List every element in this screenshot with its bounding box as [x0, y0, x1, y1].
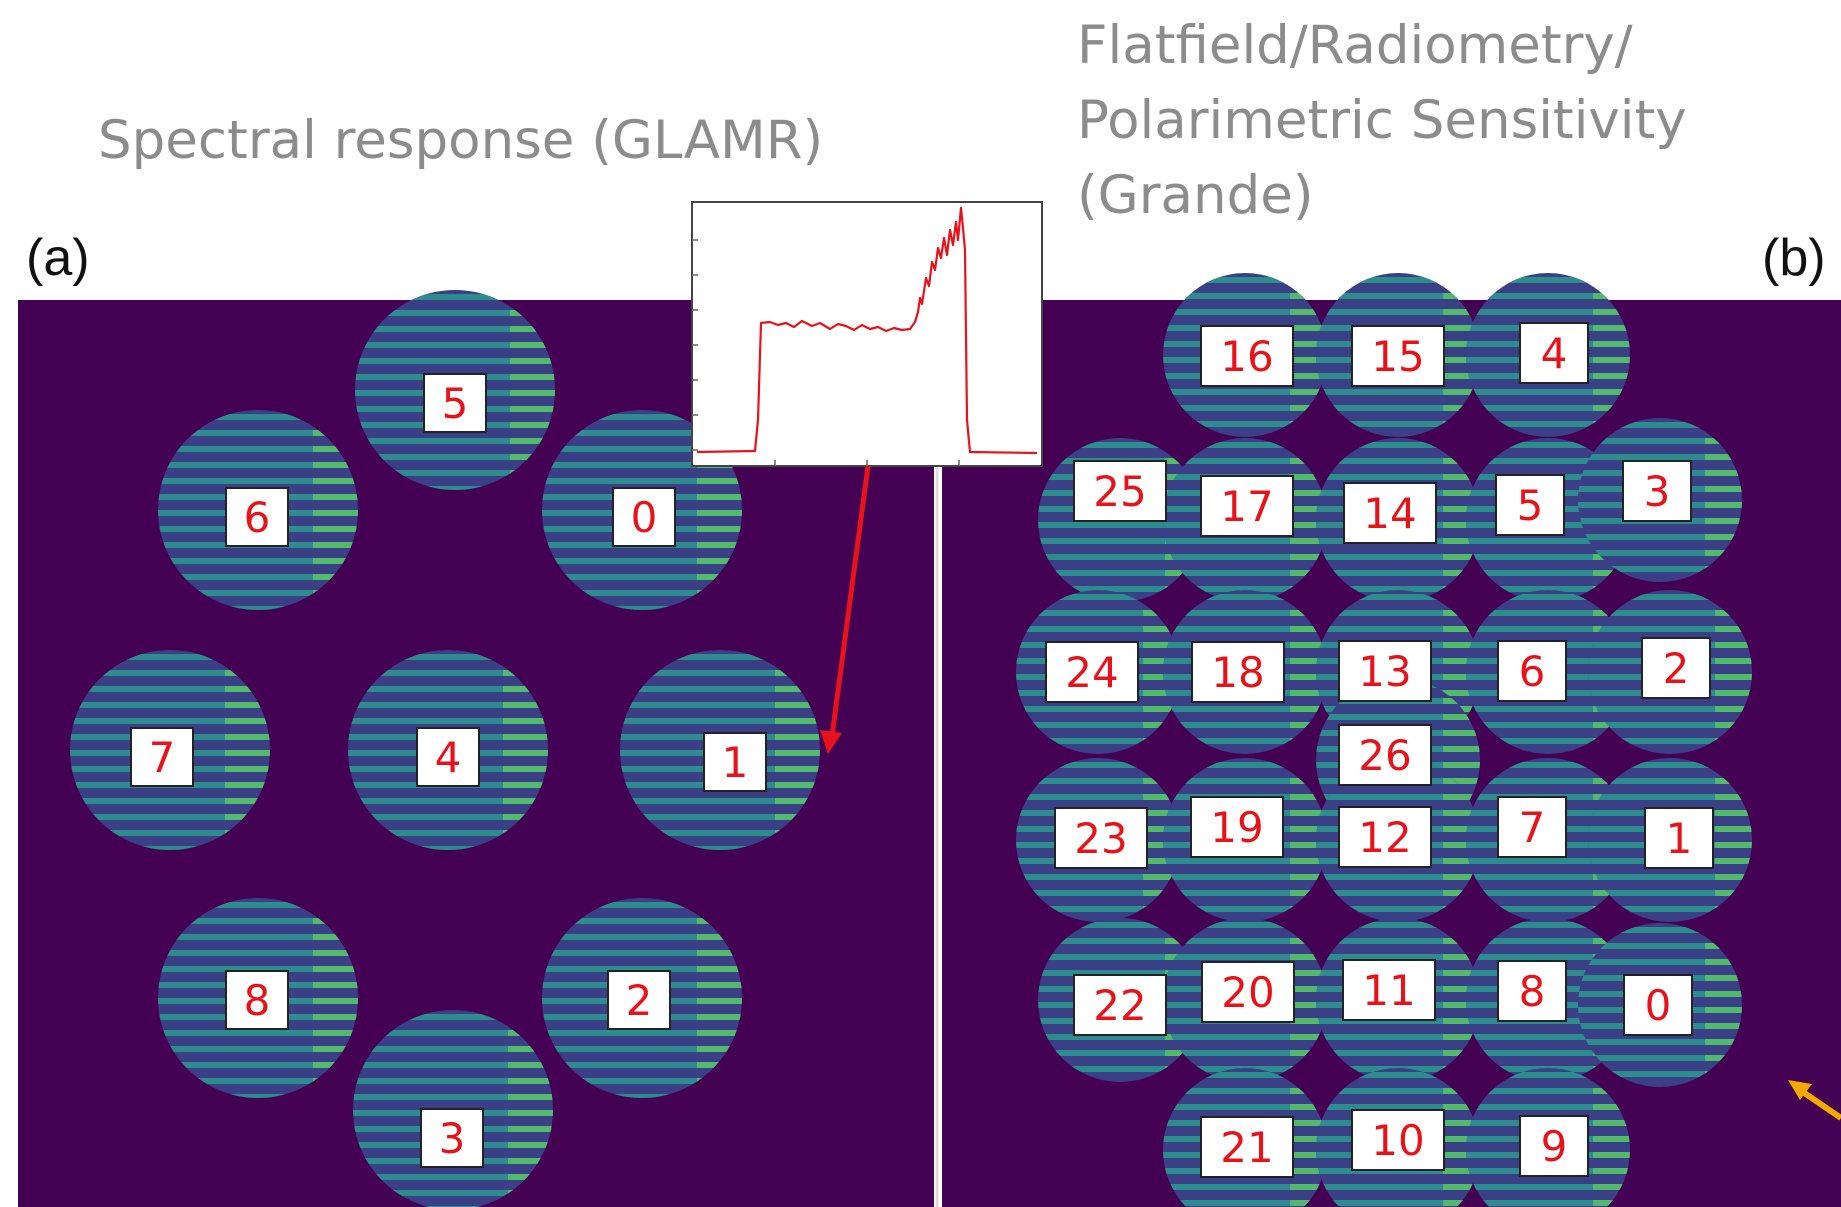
label-a-7: 7	[130, 727, 194, 787]
caption-spectral-response: Spectral response (GLAMR)	[98, 110, 824, 171]
label-a-6: 6	[225, 487, 289, 547]
label-b-5: 5	[1495, 474, 1565, 536]
svg-text:2: 2	[626, 976, 653, 1025]
svg-text:4: 4	[1541, 329, 1568, 378]
label-b-9: 9	[1519, 1115, 1589, 1177]
label-b-21: 21	[1200, 1116, 1294, 1178]
svg-text:22: 22	[1093, 981, 1146, 1030]
svg-text:17: 17	[1220, 482, 1273, 531]
svg-text:8: 8	[244, 976, 271, 1025]
label-b-3: 3	[1622, 460, 1692, 522]
svg-text:5: 5	[1517, 481, 1544, 530]
panel-a-letter: (a)	[26, 229, 90, 287]
label-a-8: 8	[225, 970, 289, 1030]
inset-ticks	[692, 239, 960, 466]
label-b-19: 19	[1190, 796, 1284, 858]
svg-text:4: 4	[435, 733, 462, 782]
caption-flatfield-line-1: Flatfield/Radiometry/	[1077, 15, 1633, 76]
label-b-15: 15	[1351, 325, 1445, 387]
svg-text:13: 13	[1358, 647, 1411, 696]
label-a-5: 5	[423, 373, 487, 433]
label-b-1: 1	[1644, 807, 1714, 869]
svg-text:1: 1	[722, 738, 749, 787]
orange-arrow	[1788, 1080, 1841, 1121]
svg-text:26: 26	[1358, 731, 1411, 780]
svg-text:6: 6	[244, 493, 271, 542]
label-b-0: 0	[1623, 974, 1693, 1036]
label-b-20: 20	[1201, 961, 1295, 1023]
inset-spectrum-plot	[691, 201, 1043, 467]
svg-text:3: 3	[1644, 467, 1671, 516]
svg-text:24: 24	[1065, 648, 1118, 697]
inset-frame	[691, 201, 1043, 467]
svg-text:0: 0	[1645, 981, 1672, 1030]
label-b-22: 22	[1073, 974, 1167, 1036]
svg-text:20: 20	[1221, 968, 1274, 1017]
label-b-8: 8	[1497, 960, 1567, 1022]
svg-text:19: 19	[1210, 803, 1263, 852]
label-b-17: 17	[1200, 475, 1294, 537]
label-b-11: 11	[1342, 959, 1436, 1021]
svg-text:2: 2	[1663, 644, 1690, 693]
label-b-23: 23	[1054, 807, 1148, 869]
svg-text:16: 16	[1220, 332, 1273, 381]
label-b-16: 16	[1200, 325, 1294, 387]
inset-spectrum-curve	[696, 206, 1038, 455]
label-b-10: 10	[1351, 1109, 1445, 1171]
label-b-14: 14	[1343, 482, 1437, 544]
svg-text:21: 21	[1220, 1123, 1273, 1172]
label-b-4: 4	[1519, 322, 1589, 384]
label-b-2: 2	[1641, 637, 1711, 699]
caption-flatfield-line-3: (Grande)	[1077, 165, 1314, 226]
label-b-24: 24	[1045, 641, 1139, 703]
label-b-12: 12	[1338, 806, 1432, 868]
label-a-4: 4	[416, 727, 480, 787]
svg-text:10: 10	[1371, 1116, 1424, 1165]
svg-text:12: 12	[1358, 813, 1411, 862]
label-b-7: 7	[1497, 796, 1567, 858]
panel-b-labels: 16 15 4 25 17 14 5 3 24 18 13 6 2 26 23 19 12 7 1 22 20 11 8 0 2…	[1045, 322, 1714, 1178]
svg-text:0: 0	[631, 493, 658, 542]
svg-text:11: 11	[1362, 966, 1415, 1015]
label-a-3: 3	[420, 1108, 484, 1168]
svg-text:7: 7	[149, 733, 176, 782]
svg-text:5: 5	[442, 379, 469, 428]
label-b-26: 26	[1338, 724, 1432, 786]
svg-text:9: 9	[1541, 1122, 1568, 1171]
panel-b-letter: (b)	[1762, 229, 1826, 287]
svg-text:1: 1	[1666, 814, 1693, 863]
label-a-2: 2	[607, 970, 671, 1030]
svg-text:7: 7	[1519, 803, 1546, 852]
svg-text:14: 14	[1363, 489, 1416, 538]
label-b-18: 18	[1191, 641, 1285, 703]
svg-text:8: 8	[1519, 967, 1546, 1016]
caption-flatfield-line-2: Polarimetric Sensitivity	[1077, 90, 1687, 151]
label-b-13: 13	[1338, 640, 1432, 702]
red-arrow	[820, 465, 871, 754]
svg-text:18: 18	[1211, 648, 1264, 697]
svg-text:15: 15	[1371, 332, 1424, 381]
svg-text:23: 23	[1074, 814, 1127, 863]
svg-text:3: 3	[439, 1114, 466, 1163]
label-a-0: 0	[612, 487, 676, 547]
label-a-1: 1	[703, 732, 767, 792]
svg-text:6: 6	[1519, 647, 1546, 696]
label-b-25: 25	[1073, 460, 1167, 522]
label-b-6: 6	[1497, 640, 1567, 702]
panel-a-labels: 5 6 0 7 4 1 8 2 3	[130, 373, 767, 1168]
svg-text:25: 25	[1093, 467, 1146, 516]
